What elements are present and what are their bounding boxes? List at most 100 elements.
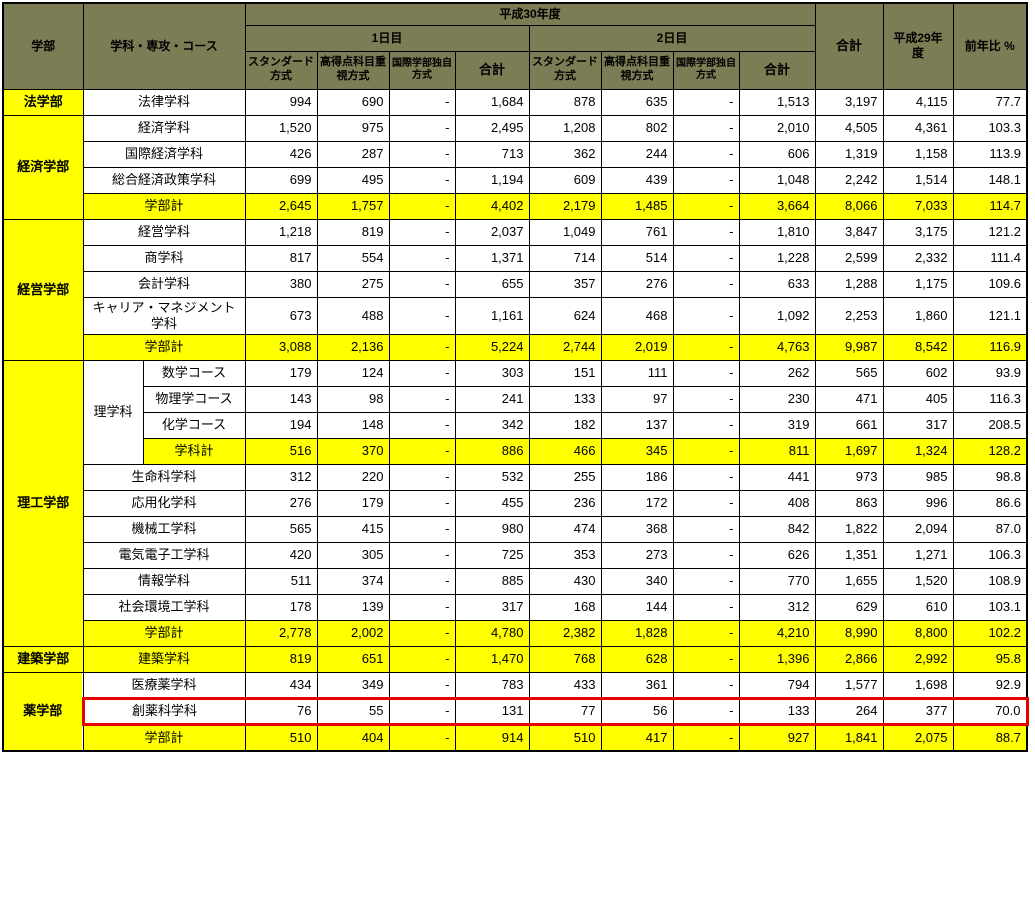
value-cell: 148.1 [952, 166, 1028, 194]
value-cell: 111 [600, 360, 674, 387]
value-cell: 2,037 [454, 218, 530, 246]
value-cell: 725 [454, 542, 530, 569]
value-cell: - [672, 192, 740, 220]
value-cell: 2,253 [814, 296, 884, 335]
value-cell: 471 [814, 386, 884, 413]
value-cell: 1,319 [814, 140, 884, 168]
value-cell: 1,175 [882, 270, 954, 298]
table-row: 学科計 516 370-886 466 345-811 1,697 1,324 128.2 [3, 438, 1028, 465]
value-cell: 1,218 [244, 218, 318, 246]
value-cell: 262 [738, 360, 816, 387]
department-cell: 医療薬学科 [82, 672, 246, 699]
value-cell: - [672, 114, 740, 142]
value-cell: - [388, 412, 456, 439]
header-department: 学科・専攻・コース [82, 2, 246, 90]
value-cell: - [672, 166, 740, 194]
value-cell: 2,179 [528, 192, 602, 220]
department-cell: 商学科 [82, 244, 246, 272]
value-cell: 927 [738, 724, 816, 751]
value-cell: 345 [600, 438, 674, 465]
value-cell: 1,514 [882, 166, 954, 194]
value-cell: 690 [316, 88, 390, 116]
table-row: 総合経済政策学科 699 495-1,194 609 439-1,048 2,242 1,5… [3, 166, 1028, 194]
value-cell: 602 [882, 360, 954, 387]
value-cell: 179 [244, 360, 318, 387]
value-cell: 97 [600, 386, 674, 413]
value-cell: - [388, 568, 456, 595]
department-group-cell: 理学科 [82, 360, 144, 465]
table-row: 会計学科 380 275-655 357 276-633 1,288 1,175 109.6 [3, 270, 1028, 298]
value-cell: 319 [738, 412, 816, 439]
value-cell: 511 [244, 568, 318, 595]
value-cell: 220 [316, 464, 390, 491]
value-cell: 817 [244, 244, 318, 272]
value-cell: 182 [528, 412, 602, 439]
value-cell: 980 [454, 516, 530, 543]
value-cell: 2,002 [316, 620, 390, 647]
value-cell: - [388, 218, 456, 246]
value-cell: 975 [316, 114, 390, 142]
value-cell: 116.3 [952, 386, 1028, 413]
value-cell: 4,210 [738, 620, 816, 647]
header-year-h29: 平成29年度 [882, 2, 954, 90]
value-cell: - [388, 620, 456, 647]
value-cell: 434 [244, 672, 318, 699]
value-cell: - [672, 218, 740, 246]
value-cell: 312 [738, 594, 816, 621]
value-cell: 609 [528, 166, 602, 194]
table-row: 経営学部 経営学科 1,218 819-2,037 1,049 761-1,810 3,84… [2, 218, 1028, 361]
value-cell: 108.9 [952, 568, 1028, 595]
value-cell: 1,158 [882, 140, 954, 168]
value-cell: 8,800 [882, 620, 954, 647]
value-cell: 186 [600, 464, 674, 491]
table-row: 化学コース 194 148-342 182 137-319 661 317 208.5 [3, 412, 1028, 439]
value-cell: - [388, 697, 456, 726]
value-cell: 103.3 [952, 114, 1028, 142]
value-cell: 362 [528, 140, 602, 168]
value-cell: 973 [814, 464, 884, 491]
value-cell: 606 [738, 140, 816, 168]
value-cell: - [672, 697, 740, 726]
value-cell: 2,332 [882, 244, 954, 272]
faculty-cell: 経済学部 [2, 114, 84, 220]
value-cell: 768 [528, 646, 602, 673]
value-cell: 885 [454, 568, 530, 595]
value-cell: 510 [528, 724, 602, 751]
value-cell: 144 [600, 594, 674, 621]
value-cell: 532 [454, 464, 530, 491]
value-cell: - [672, 386, 740, 413]
table-row: 学部計 510 404-914 510 417-927 1,841 2,075 88.7 [3, 724, 1028, 751]
value-cell: 2,242 [814, 166, 884, 194]
value-cell: 1,520 [882, 568, 954, 595]
value-cell: 121.2 [952, 218, 1028, 246]
value-cell: 305 [316, 542, 390, 569]
value-cell: 109.6 [952, 270, 1028, 298]
value-cell: 377 [882, 697, 954, 726]
value-cell: 124 [316, 360, 390, 387]
table-row: 薬学部 医療薬学科 434 349-783 433 361-794 1,577 1,698 92… [2, 672, 1028, 751]
value-cell: 77 [528, 697, 602, 726]
value-cell: - [672, 568, 740, 595]
value-cell: - [388, 672, 456, 699]
value-cell: 236 [528, 490, 602, 517]
table-row: 建築学部 建築学科 819 651-1,470 768 628-1,396 2,866 2,9… [2, 646, 1028, 673]
table-row: 法学部 法律学科 994 690-1,684 878 635-1,513 3,197 4,11… [2, 88, 1028, 116]
table-body: 法学部 法律学科 994 690-1,684 878 635-1,513 3,197 4,11… [2, 88, 1029, 751]
value-cell: 455 [454, 490, 530, 517]
value-cell: 565 [814, 360, 884, 387]
table-row: 電気電子工学科 420 305-725 353 273-626 1,351 1,271 106… [3, 542, 1028, 569]
value-cell: - [672, 140, 740, 168]
value-cell: 610 [882, 594, 954, 621]
value-cell: - [672, 244, 740, 272]
value-cell: 626 [738, 542, 816, 569]
table-row: 商学科 817 554-1,371 714 514-1,228 2,599 2,332 111… [3, 244, 1028, 272]
value-cell: - [388, 542, 456, 569]
department-cell: 物理学コース [142, 386, 246, 413]
value-cell: - [388, 386, 456, 413]
value-cell: 342 [454, 412, 530, 439]
value-cell: 1,513 [738, 88, 816, 116]
value-cell: 374 [316, 568, 390, 595]
value-cell: 317 [454, 594, 530, 621]
value-cell: 357 [528, 270, 602, 298]
